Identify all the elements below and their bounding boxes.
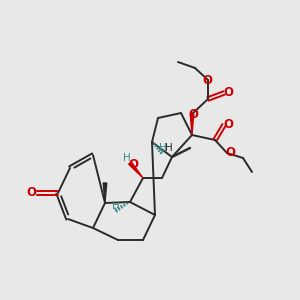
Text: H: H xyxy=(123,153,131,163)
Text: H: H xyxy=(112,201,120,211)
Text: O: O xyxy=(225,146,235,160)
Text: O: O xyxy=(223,118,233,131)
Text: O: O xyxy=(128,158,138,170)
Text: H: H xyxy=(159,143,167,153)
Text: O: O xyxy=(26,187,36,200)
Text: O: O xyxy=(223,86,233,100)
Text: O: O xyxy=(188,107,198,121)
Polygon shape xyxy=(129,162,143,178)
Text: H: H xyxy=(165,143,173,153)
Polygon shape xyxy=(103,183,107,203)
Polygon shape xyxy=(190,114,194,135)
Text: O: O xyxy=(202,74,212,86)
